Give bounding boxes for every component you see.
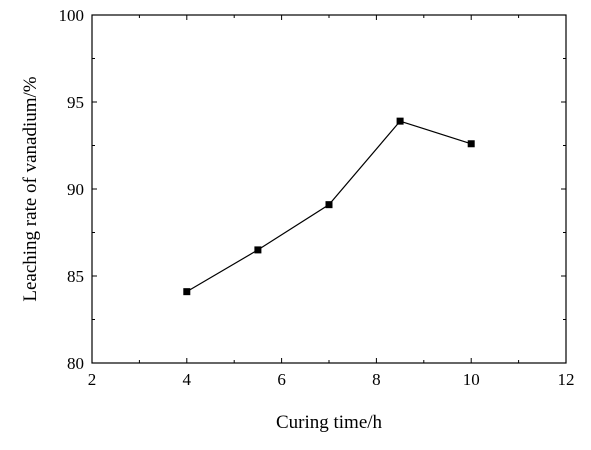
plot-frame (91, 14, 567, 364)
x-tick-label: 6 (277, 370, 286, 389)
data-point (467, 140, 475, 148)
y-axis-title: Leaching rate of vanadium/% (20, 76, 41, 301)
x-tick-label: 10 (463, 370, 480, 389)
x-tick-label: 2 (88, 370, 97, 389)
data-point (325, 201, 333, 209)
tick-group: 2 4 6 8 10 12 80 85 90 95 100 (59, 6, 575, 389)
data-point (254, 246, 262, 254)
x-axis-title: Curing time/h (276, 412, 383, 433)
y-tick-label: 95 (67, 93, 84, 112)
x-tick-label: 12 (558, 370, 575, 389)
x-tick-label: 8 (372, 370, 381, 389)
y-tick-label: 80 (67, 354, 84, 373)
series-group (183, 117, 475, 296)
data-point (396, 117, 404, 125)
y-tick-label: 85 (67, 267, 84, 286)
y-tick-label: 100 (59, 6, 85, 25)
data-point (183, 288, 191, 296)
x-tick-label: 4 (183, 370, 192, 389)
y-tick-label: 90 (67, 180, 84, 199)
